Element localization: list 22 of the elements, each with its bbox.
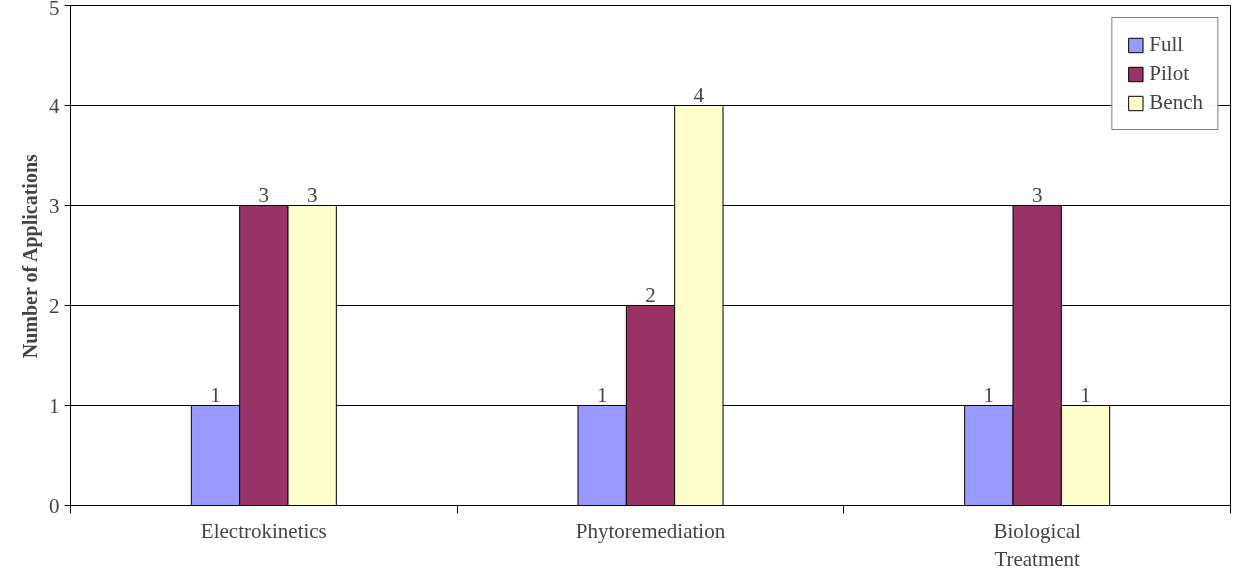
y-tick-label: 0 (49, 493, 60, 518)
x-tick-label: Biological Treatment (993, 518, 1082, 572)
y-tick-label: 4 (49, 93, 60, 118)
legend-label: Full (1149, 32, 1184, 57)
data-label: 1 (596, 382, 608, 407)
y-tick-label: 5 (49, 0, 60, 20)
y-axis-title: Number of Applications (19, 153, 42, 359)
y-tick-label: 3 (49, 193, 60, 218)
data-label: 4 (693, 82, 705, 107)
legend-label: Pilot (1149, 61, 1190, 86)
x-tick-label: Phytoremediation (575, 518, 726, 543)
data-label: 3 (1031, 182, 1043, 207)
x-tick-label: Electrokinetics (200, 518, 327, 543)
legend-label: Bench (1149, 90, 1203, 115)
data-label: 1 (210, 382, 221, 407)
data-label: 3 (258, 182, 270, 207)
data-label: 2 (645, 282, 656, 307)
data-label: 1 (983, 382, 995, 407)
data-label: 1 (1080, 382, 1091, 407)
y-tick-label: 2 (49, 293, 60, 318)
data-label: 3 (306, 182, 318, 207)
y-tick-label: 1 (49, 393, 60, 418)
